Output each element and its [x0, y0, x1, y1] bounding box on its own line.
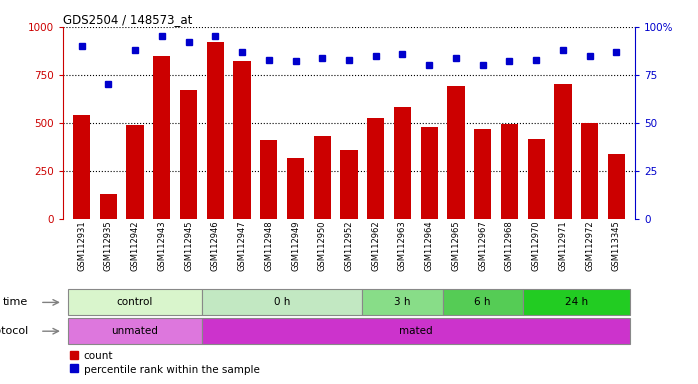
Bar [202, 290, 362, 315]
Bar [100, 194, 117, 219]
Bar [207, 42, 224, 219]
Bar [341, 150, 357, 219]
Bar [420, 127, 438, 219]
Bar [443, 290, 523, 315]
Bar [581, 123, 598, 219]
Bar [523, 290, 630, 315]
Bar [362, 290, 443, 315]
Text: 6 h: 6 h [475, 297, 491, 308]
Bar [528, 139, 545, 219]
Text: control: control [117, 297, 154, 308]
Bar [126, 125, 144, 219]
Bar [202, 318, 630, 344]
Bar [313, 136, 331, 219]
Text: GDS2504 / 148573_at: GDS2504 / 148573_at [63, 13, 192, 26]
Bar [68, 318, 202, 344]
Bar [287, 158, 304, 219]
Text: protocol: protocol [0, 326, 29, 336]
Bar [474, 129, 491, 219]
Text: 3 h: 3 h [394, 297, 410, 308]
Bar [608, 154, 625, 219]
Text: percentile rank within the sample: percentile rank within the sample [84, 365, 260, 375]
Bar [500, 124, 518, 219]
Bar [554, 84, 572, 219]
Bar [260, 140, 277, 219]
Bar [68, 290, 202, 315]
Bar [180, 90, 198, 219]
Text: count: count [84, 351, 113, 361]
Bar [447, 86, 465, 219]
Bar [233, 61, 251, 219]
Bar [394, 107, 411, 219]
Text: 0 h: 0 h [274, 297, 290, 308]
Bar [73, 115, 90, 219]
Text: unmated: unmated [112, 326, 158, 336]
Text: 24 h: 24 h [565, 297, 588, 308]
Bar [367, 118, 385, 219]
Text: time: time [3, 297, 29, 308]
Text: mated: mated [399, 326, 433, 336]
Bar [153, 56, 170, 219]
